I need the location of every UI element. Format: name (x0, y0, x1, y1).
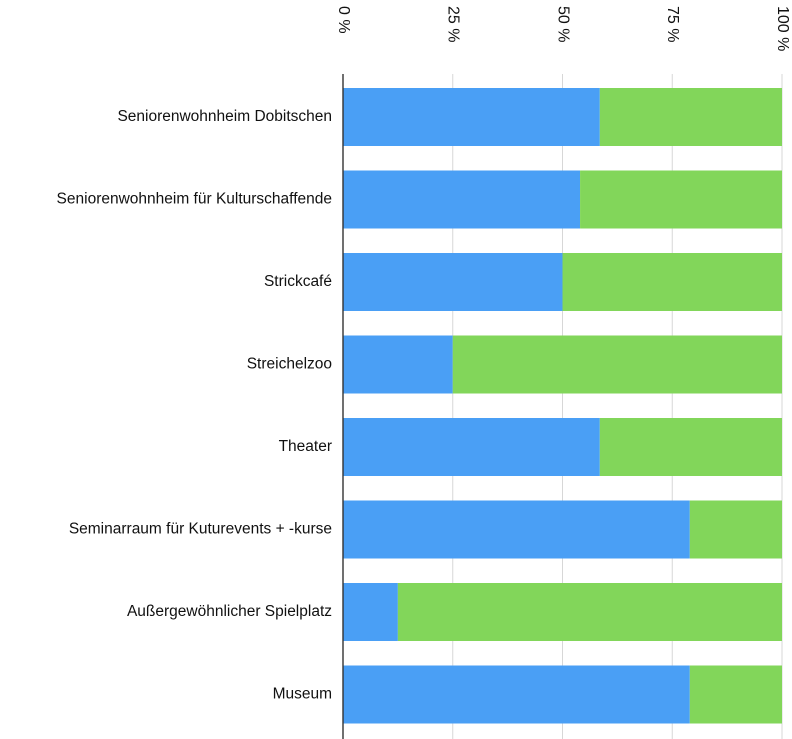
bar-segment-series-1 (343, 583, 398, 641)
bar-segment-series-2 (689, 500, 782, 559)
category-label: Strickcafé (264, 273, 332, 290)
bar-segment-series-2 (689, 665, 782, 724)
bar-segment-series-1 (343, 253, 563, 311)
x-tick-label: 25 % (445, 6, 462, 42)
bar-segment-series-2 (599, 418, 782, 476)
category-label: Seniorenwohnheim Dobitschen (117, 108, 332, 125)
category-label: Streichelzoo (247, 356, 332, 373)
bar-segment-series-2 (562, 253, 782, 311)
bar-segment-series-2 (599, 88, 782, 146)
bar-segment-series-1 (343, 500, 690, 559)
bar-segment-series-1 (343, 335, 453, 394)
category-label: Seminarraum für Kuturevents + -kurse (69, 521, 332, 538)
category-label: Außergewöhnlicher Spielplatz (127, 603, 332, 620)
x-tick-label: 50 % (554, 6, 571, 42)
bar-segment-series-1 (343, 665, 690, 724)
bar-segment-series-2 (452, 335, 782, 394)
bar-segment-series-1 (343, 170, 581, 229)
category-label: Theater (279, 438, 332, 455)
x-tick-label: 75 % (664, 6, 681, 42)
bar-segment-series-1 (343, 418, 600, 476)
bar-segment-series-2 (580, 170, 782, 229)
x-tick-label: 100 % (774, 6, 791, 51)
category-label: Museum (273, 686, 332, 703)
x-tick-label: 0 % (335, 6, 352, 34)
category-label: Seniorenwohnheim für Kulturschaffende (57, 191, 332, 208)
bar-segment-series-2 (397, 583, 782, 641)
bar-segment-series-1 (343, 88, 600, 146)
